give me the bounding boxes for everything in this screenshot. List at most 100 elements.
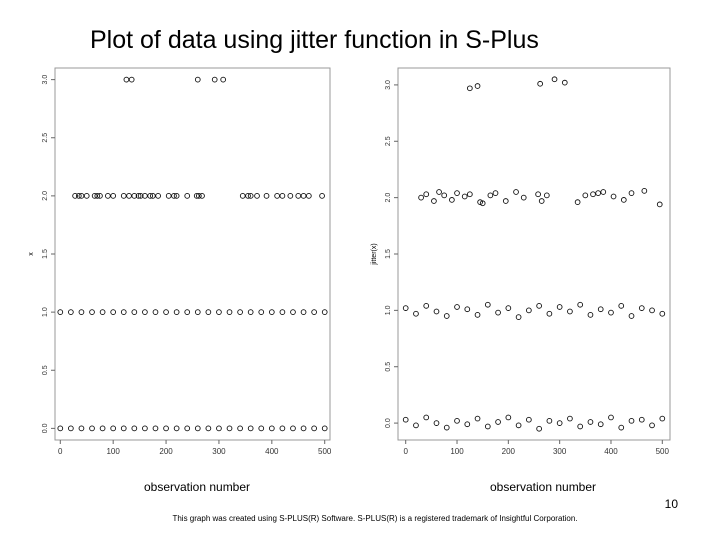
x-tick-label: 0	[403, 447, 408, 456]
data-point	[211, 76, 218, 83]
data-point	[75, 193, 82, 199]
data-point	[120, 309, 127, 315]
data-point	[484, 423, 491, 430]
data-point	[537, 80, 544, 87]
data-point	[608, 309, 614, 316]
data-point	[147, 193, 154, 199]
data-point	[433, 420, 440, 426]
x-tick-label: 300	[553, 447, 567, 456]
data-point	[319, 193, 325, 199]
data-point	[216, 425, 222, 432]
data-point	[487, 192, 494, 199]
data-point	[466, 191, 473, 198]
data-point	[94, 193, 101, 199]
data-point	[258, 309, 265, 315]
data-point	[78, 309, 85, 315]
data-point	[68, 425, 74, 432]
y-tick-label: 0.0	[42, 423, 49, 433]
data-point	[461, 193, 468, 200]
data-point	[137, 193, 144, 199]
data-point	[195, 193, 202, 199]
data-point	[120, 193, 127, 199]
data-point	[464, 306, 471, 313]
data-point	[110, 425, 117, 432]
data-point	[173, 193, 180, 199]
data-point	[155, 193, 161, 199]
data-point	[97, 193, 103, 199]
data-point	[515, 422, 522, 429]
data-point	[279, 309, 286, 315]
y-tick-label: 1.5	[42, 249, 49, 259]
data-point	[556, 304, 563, 310]
data-point	[83, 193, 90, 199]
x-tick-label: 400	[265, 447, 279, 456]
data-point	[57, 309, 64, 315]
data-point	[423, 303, 430, 309]
data-point	[628, 417, 635, 424]
data-point	[78, 193, 85, 199]
y-tick-label: 0.5	[385, 362, 392, 372]
data-point	[184, 193, 191, 199]
x-tick-label: 500	[318, 447, 332, 456]
data-point	[152, 309, 159, 315]
data-point	[423, 414, 430, 421]
data-point	[239, 193, 246, 199]
plot-frame	[54, 67, 331, 441]
y-tick-label: 2.0	[42, 191, 49, 201]
data-point	[110, 193, 117, 199]
data-point	[535, 191, 541, 198]
data-point	[199, 193, 205, 199]
x-tick-label: 100	[450, 447, 464, 456]
data-point	[142, 309, 148, 315]
data-point	[245, 193, 251, 199]
data-point	[513, 189, 519, 195]
x-tick-label: 200	[502, 447, 516, 456]
data-point	[194, 309, 201, 315]
data-point	[120, 425, 127, 432]
data-point	[279, 193, 286, 199]
data-point	[561, 79, 568, 86]
data-point	[300, 309, 307, 315]
data-point	[402, 416, 409, 423]
y-tick-label: 2.5	[385, 136, 392, 146]
data-point	[68, 309, 74, 315]
data-point	[131, 193, 138, 199]
data-point	[466, 85, 473, 92]
x-tick-label: 0	[58, 447, 63, 456]
y-tick-label: 3.0	[42, 75, 49, 85]
data-point	[590, 191, 596, 198]
data-point	[505, 414, 512, 421]
data-point	[163, 425, 169, 432]
data-point	[237, 309, 243, 315]
data-point	[105, 193, 111, 199]
data-point	[620, 197, 627, 203]
data-point	[567, 308, 573, 315]
data-point	[505, 305, 512, 311]
data-point	[99, 425, 106, 432]
data-point	[274, 193, 280, 199]
data-point	[574, 199, 581, 205]
data-point	[413, 310, 419, 317]
data-point	[135, 193, 142, 199]
data-point	[123, 76, 130, 83]
data-point	[99, 309, 106, 315]
data-point	[263, 193, 270, 199]
data-point	[290, 425, 296, 432]
data-point	[431, 198, 437, 204]
data-point	[536, 425, 542, 432]
data-point	[649, 422, 655, 429]
data-point	[526, 416, 532, 423]
data-point	[556, 420, 563, 426]
data-point	[479, 200, 486, 207]
x-tick-label: 200	[159, 447, 173, 456]
data-point	[290, 309, 296, 315]
data-point	[595, 190, 602, 196]
data-point	[78, 425, 85, 432]
data-point	[441, 192, 448, 199]
data-point	[464, 421, 471, 428]
data-point	[502, 198, 509, 204]
data-point	[258, 425, 265, 432]
x-tick-label: 500	[656, 447, 670, 456]
data-point	[184, 309, 191, 315]
